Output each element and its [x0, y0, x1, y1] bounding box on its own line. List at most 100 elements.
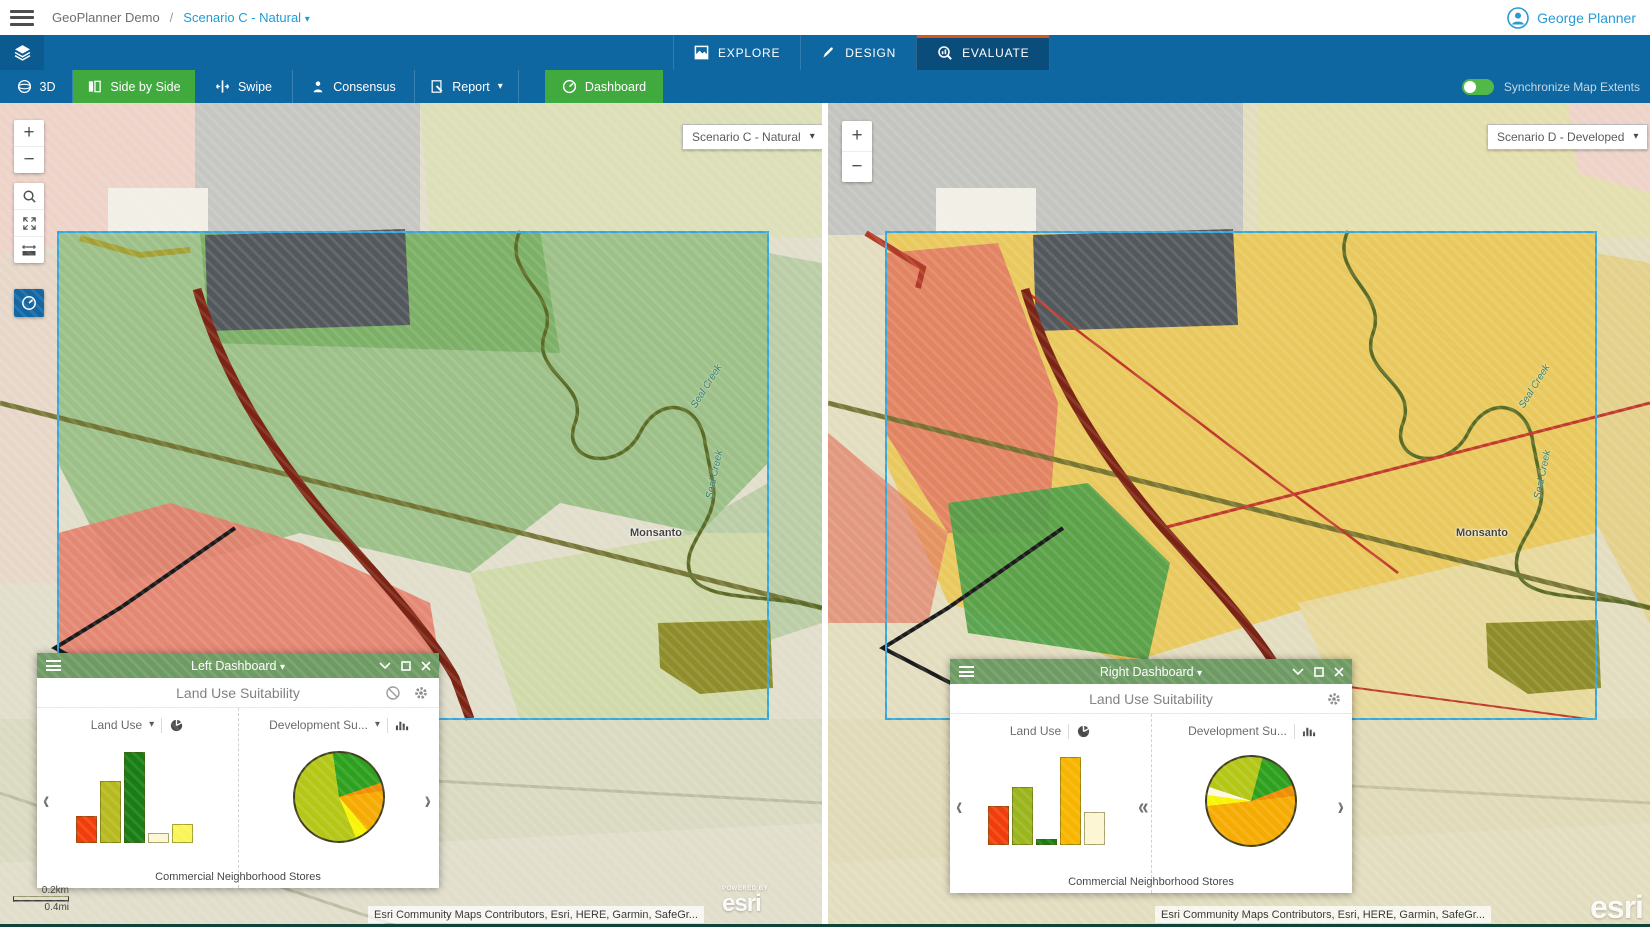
dashboard-window-buttons: [379, 661, 431, 671]
full-extent-button[interactable]: [14, 210, 44, 237]
chevron-down-icon: ▾: [1633, 132, 1638, 142]
swipe-icon: [215, 79, 230, 94]
consensus-icon: [311, 80, 325, 94]
map-left[interactable]: Monsanto Seal Creek Seal Creek Scenario …: [0, 103, 822, 927]
zoom-in-button[interactable]: +: [14, 120, 44, 147]
carousel-prev-button[interactable]: ‹: [956, 794, 962, 821]
zoom-out-button[interactable]: −: [14, 147, 44, 173]
land-use-bar-chart: [988, 745, 1105, 845]
sync-extents-label: Synchronize Map Extents: [1504, 80, 1640, 94]
carousel-next-button[interactable]: ›: [1338, 794, 1344, 821]
measure-icon: [21, 243, 37, 257]
chart1-selector-label: Land Use: [91, 718, 142, 732]
chart2-selector-label: Development Su...: [269, 718, 368, 732]
dashboard-menu-icon[interactable]: [46, 660, 61, 671]
close-icon[interactable]: [421, 661, 431, 671]
left-dashboard-title-label: Left Dashboard: [191, 659, 276, 673]
left-dashboard-subtitle-row: Land Use Suitability: [37, 678, 439, 708]
bar-chart-icon[interactable]: [1302, 724, 1317, 739]
map-tools-left: [14, 183, 44, 263]
explore-icon: [694, 45, 709, 60]
minimize-icon[interactable]: [379, 662, 391, 670]
map-right[interactable]: Monsanto Seal Creek Seal Creek Scenario …: [828, 103, 1650, 927]
tab-explore-label: EXPLORE: [718, 46, 780, 60]
left-dashboard-chart2: Development Su... ▾: [238, 708, 440, 888]
sync-extents-toggle[interactable]: [1462, 79, 1494, 95]
scale-bar: 0.2km 0.4mi: [13, 885, 69, 913]
layers-button[interactable]: [0, 35, 44, 70]
collapse-left-button[interactable]: «: [1138, 796, 1149, 819]
3d-button[interactable]: 3D: [0, 70, 73, 103]
zoom-out-button[interactable]: −: [842, 152, 872, 182]
right-dashboard-panel: Right Dashboard ▾ Land Use Suitability: [950, 659, 1352, 893]
chart1-selector[interactable]: Land Use ▾: [37, 713, 238, 737]
right-dashboard-subtitle-row: Land Use Suitability: [950, 684, 1352, 714]
left-map-scenario-select[interactable]: Scenario C - Natural ▾: [682, 124, 822, 150]
carousel-prev-button[interactable]: ‹: [43, 788, 49, 815]
bar-chart-icon[interactable]: [395, 718, 410, 733]
tab-design[interactable]: DESIGN: [800, 35, 916, 70]
left-map-scenario-label: Scenario C - Natural: [692, 130, 801, 144]
zoom-in-button[interactable]: +: [842, 121, 872, 152]
dashboard-window-buttons: [1292, 667, 1344, 677]
globe-3d-icon: [17, 79, 32, 94]
chevron-down-icon: ▾: [1197, 668, 1202, 679]
chart2-selector-label: Development Su...: [1188, 724, 1287, 738]
dashboard-menu-icon[interactable]: [959, 666, 974, 677]
right-dashboard-subtitle: Land Use Suitability: [1089, 691, 1213, 707]
app-title[interactable]: GeoPlanner Demo: [52, 10, 160, 25]
land-use-bar-chart: [76, 743, 193, 843]
pie-chart-icon[interactable]: [1076, 724, 1091, 739]
chart2-selector[interactable]: Development Su... ▾: [239, 713, 440, 737]
maximize-icon[interactable]: [1314, 667, 1324, 677]
main-menu-icon[interactable]: [10, 10, 34, 26]
right-dashboard-title-label: Right Dashboard: [1100, 665, 1194, 679]
tab-explore[interactable]: EXPLORE: [673, 35, 800, 70]
scale-mi-label: 0.4mi: [13, 902, 69, 913]
dashboard-toggle-button[interactable]: [14, 289, 44, 317]
tab-evaluate[interactable]: EVALUATE: [916, 35, 1050, 70]
left-dashboard-subtitle: Land Use Suitability: [176, 685, 300, 701]
scenario-breadcrumb-dropdown[interactable]: Scenario C - Natural ▾: [183, 10, 309, 25]
swipe-button[interactable]: Swipe: [195, 70, 293, 103]
maximize-icon[interactable]: [401, 661, 411, 671]
zoom-controls-right: + −: [842, 121, 872, 182]
right-dashboard-chart2: Development Su...: [1151, 714, 1353, 893]
development-suitability-pie-chart: [293, 751, 385, 843]
tab-evaluate-label: EVALUATE: [962, 46, 1029, 60]
search-icon: [22, 189, 37, 204]
gear-icon[interactable]: [1326, 691, 1342, 707]
visibility-off-icon[interactable]: [385, 685, 401, 701]
left-dashboard-header[interactable]: Left Dashboard ▾: [37, 653, 439, 678]
close-icon[interactable]: [1334, 667, 1344, 677]
side-by-side-icon: [87, 79, 102, 94]
right-dashboard-body: Land Use Development Su...: [950, 714, 1352, 893]
sync-extents-control: Synchronize Map Extents: [1462, 70, 1640, 103]
pencil-icon: [821, 45, 836, 60]
user-menu[interactable]: George Planner: [1507, 0, 1636, 35]
chevron-down-icon: ▾: [305, 14, 310, 25]
carousel-next-button[interactable]: ›: [425, 788, 431, 815]
chart1-selector[interactable]: Land Use: [950, 719, 1151, 743]
place-label: Monsanto: [1456, 527, 1508, 539]
map-attribution: Esri Community Maps Contributors, Esri, …: [1155, 906, 1491, 923]
report-button-label: Report: [452, 80, 490, 94]
right-map-scenario-select[interactable]: Scenario D - Developed ▾: [1487, 124, 1648, 150]
esri-logo-text: esri: [722, 890, 761, 917]
side-by-side-button[interactable]: Side by Side: [73, 70, 195, 103]
mode-tabs: EXPLORE DESIGN EVALUATE: [673, 35, 1050, 70]
layers-icon: [14, 44, 31, 61]
search-button[interactable]: [14, 183, 44, 210]
esri-logo: POWERED BY esri: [722, 886, 768, 916]
gear-icon[interactable]: [413, 685, 429, 701]
right-dashboard-header[interactable]: Right Dashboard ▾: [950, 659, 1352, 684]
pie-chart-icon[interactable]: [169, 718, 184, 733]
measure-button[interactable]: [14, 237, 44, 263]
dashboard-button[interactable]: Dashboard: [545, 70, 663, 103]
consensus-button[interactable]: Consensus: [293, 70, 415, 103]
minimize-icon[interactable]: [1292, 668, 1304, 676]
chart2-selector[interactable]: Development Su...: [1152, 719, 1353, 743]
report-button[interactable]: Report ▾: [415, 70, 519, 103]
report-icon: [430, 79, 444, 94]
chart1-selector-label: Land Use: [1010, 724, 1061, 738]
